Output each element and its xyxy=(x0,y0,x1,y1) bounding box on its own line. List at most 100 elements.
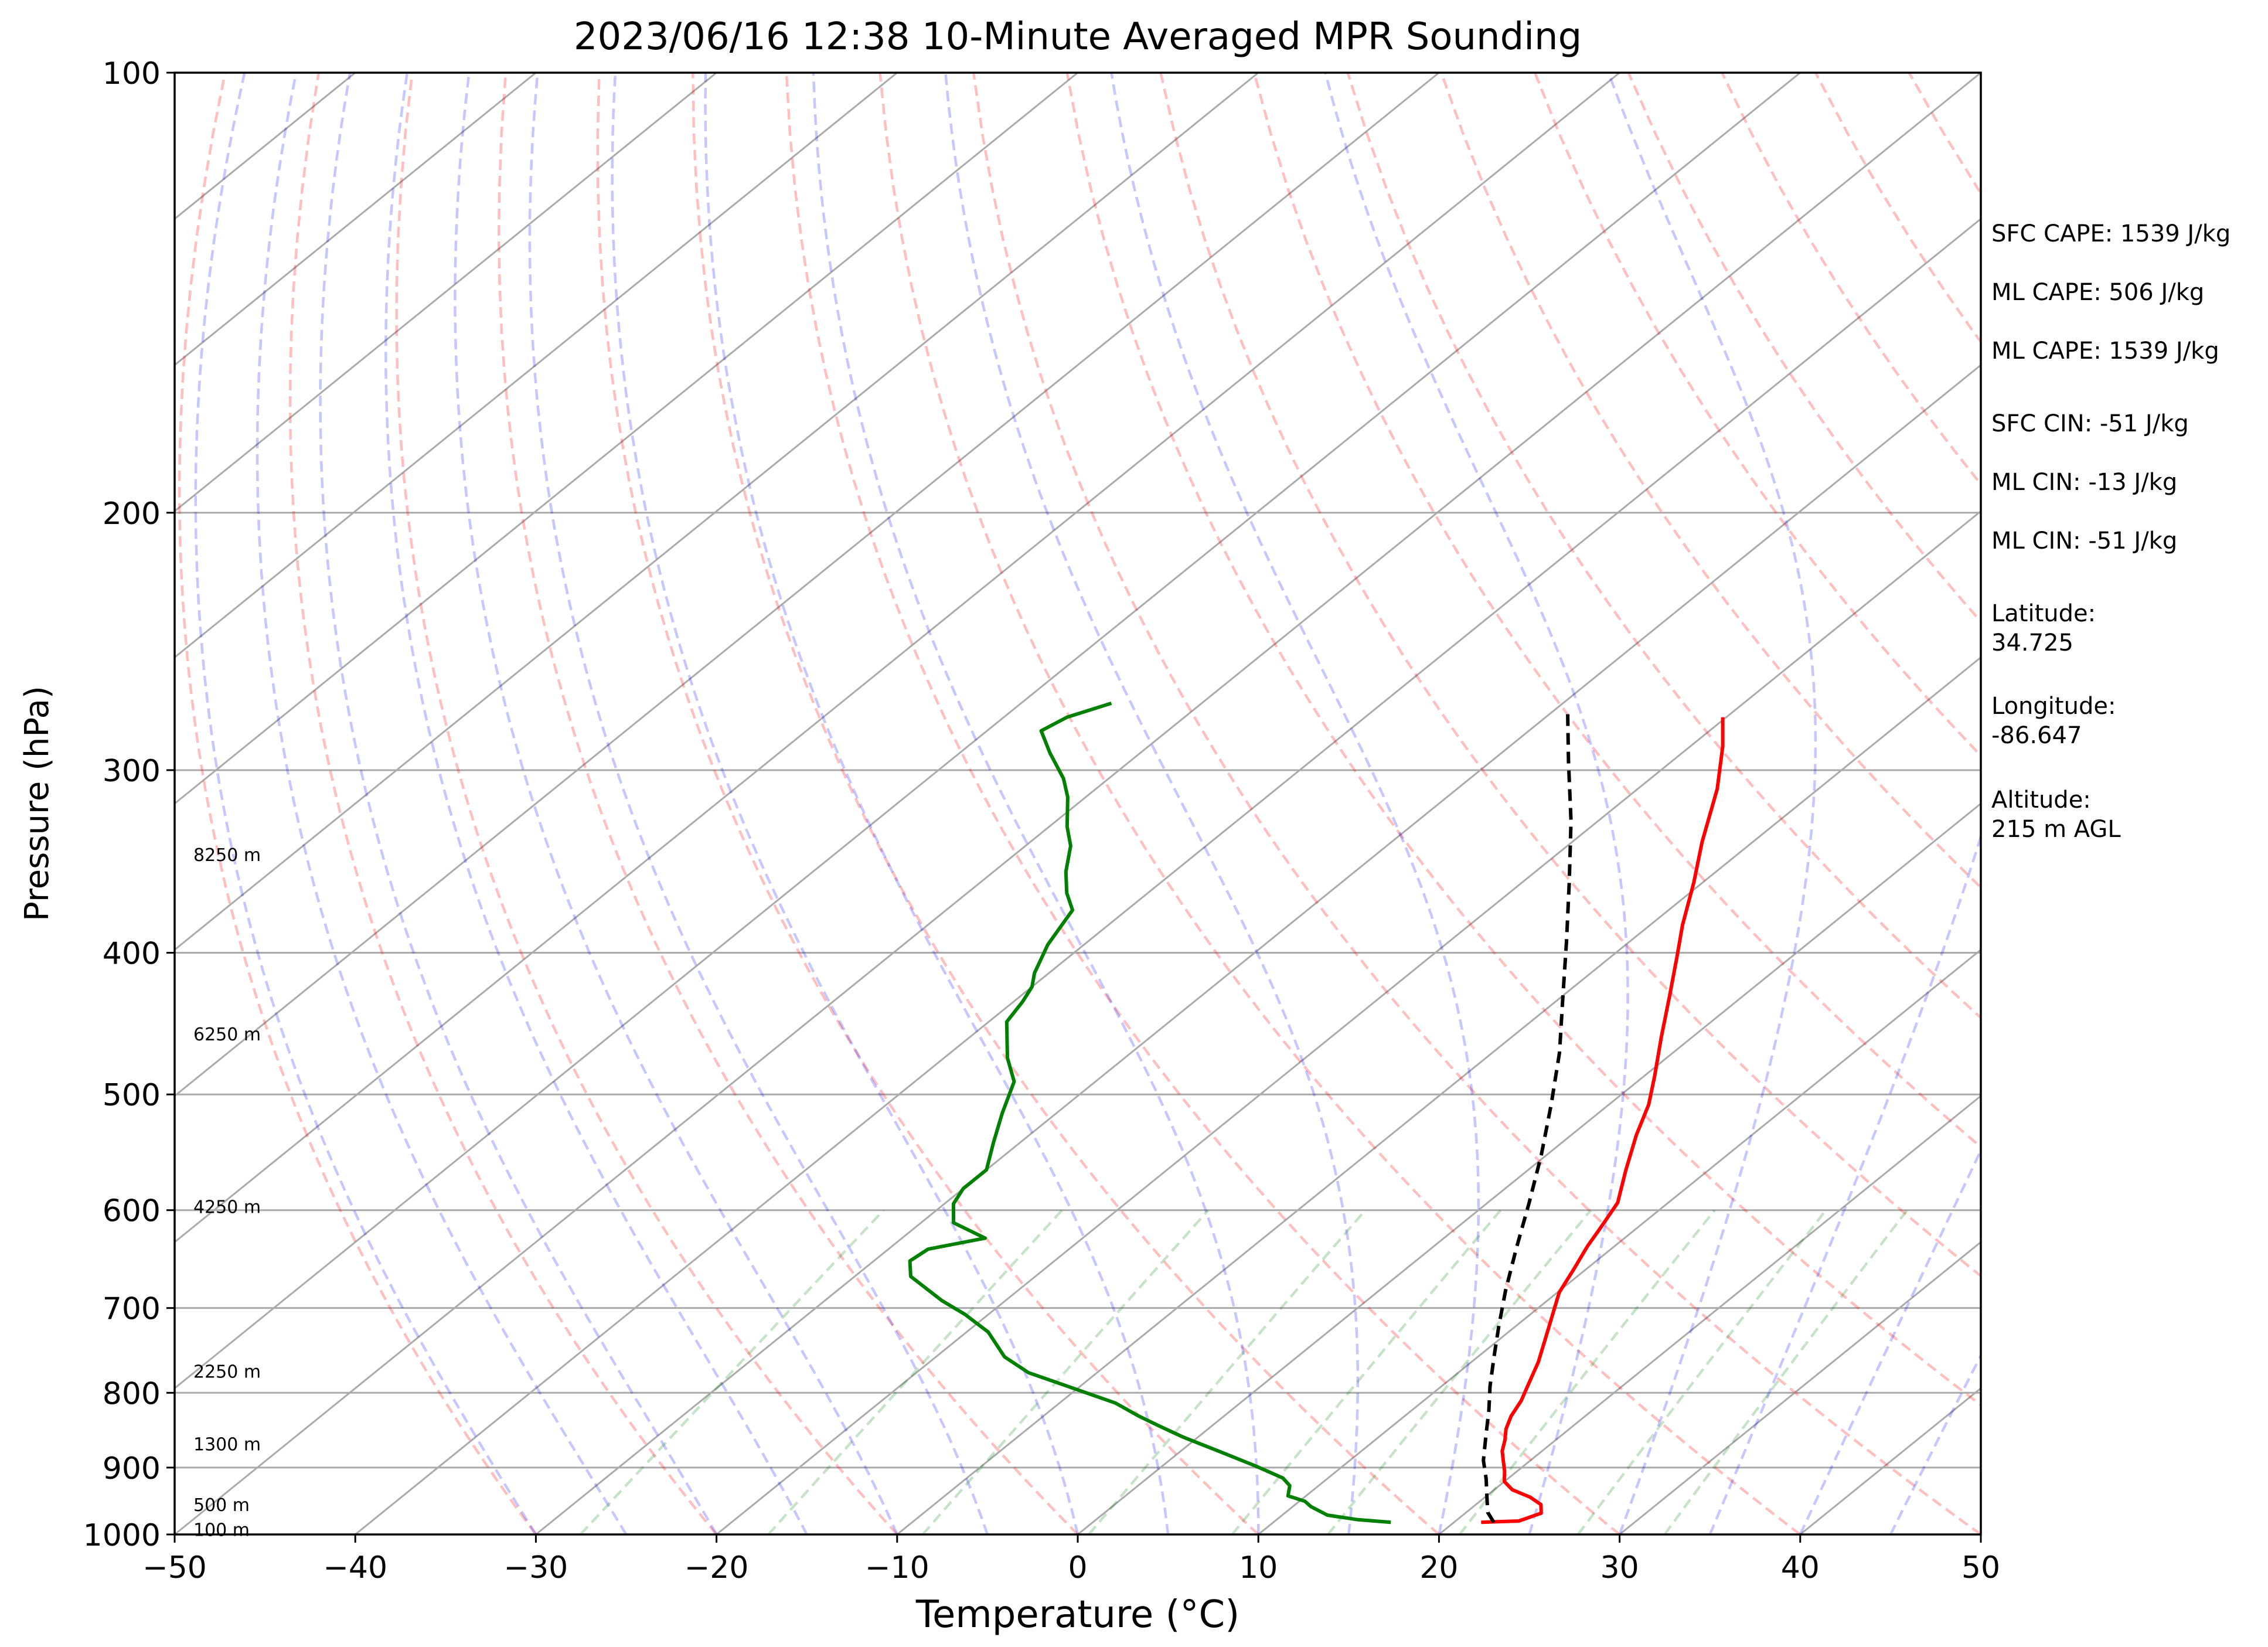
mixing-ratio-line xyxy=(579,1209,885,1534)
isotherm-line xyxy=(175,73,1620,1244)
x-tick-label: −30 xyxy=(504,1550,568,1585)
annotation-text: -86.647 xyxy=(1991,722,2082,749)
dry-adiabat-line xyxy=(1065,73,1981,1407)
isotherm-line xyxy=(175,73,717,513)
moist-adiabat-line xyxy=(454,73,898,1534)
x-tick-label: 50 xyxy=(1961,1550,2000,1585)
height-label: 8250 m xyxy=(193,845,261,866)
moist-adiabat-line xyxy=(944,73,1360,1534)
dry-adiabat-line xyxy=(785,73,1621,1534)
annotation-text: ML CAPE: 1539 J/kg xyxy=(1991,338,2219,365)
y-tick-label: 200 xyxy=(103,496,161,532)
isotherm-line xyxy=(1619,1241,1981,1534)
isotherm-line xyxy=(175,73,1259,951)
dry-adiabat-line xyxy=(1440,73,1981,890)
gridlines xyxy=(175,73,1981,1534)
moist-adiabat-line xyxy=(812,73,1260,1534)
chart-title: 2023/06/16 12:38 10-Minute Averaged MPR … xyxy=(574,15,1582,59)
y-axis-label: Pressure (hPa) xyxy=(18,686,56,921)
x-tick-label: 40 xyxy=(1781,1550,1820,1585)
isotherm-line xyxy=(175,73,1440,1097)
y-tick-label: 800 xyxy=(103,1376,161,1411)
moist-adiabat-line xyxy=(1607,73,1817,1534)
y-tick-label: 600 xyxy=(103,1194,161,1229)
annotation-text: ML CIN: -13 J/kg xyxy=(1991,469,2177,496)
isotherm-line xyxy=(535,363,1981,1534)
sounding-traces xyxy=(908,701,1725,1525)
height-label: 6250 m xyxy=(193,1025,261,1045)
annotation-text: ML CAPE: 506 J/kg xyxy=(1991,279,2204,306)
isotherm-line xyxy=(355,217,1981,1534)
moist-adiabat-line xyxy=(256,73,628,1534)
moist-adiabat-line xyxy=(1889,1352,1981,1534)
x-tick-label: −10 xyxy=(865,1550,929,1585)
mixing-ratio-line xyxy=(767,1209,1063,1534)
isotherm-line xyxy=(175,73,898,659)
dry-adiabat-line xyxy=(878,73,1802,1534)
x-tick-label: 30 xyxy=(1600,1550,1639,1585)
mixing-ratio-line xyxy=(1088,1209,1367,1534)
moist-adiabat-line xyxy=(1708,73,1981,1534)
sounding-annotations: SFC CAPE: 1539 J/kg ML CAPE: 506 J/kg ML C… xyxy=(1991,220,2230,843)
height-label: 4250 m xyxy=(193,1197,261,1217)
x-axis-label: Temperature (°C) xyxy=(915,1593,1239,1636)
x-tick-label: 10 xyxy=(1239,1550,1278,1585)
isotherm-line xyxy=(1438,1094,1981,1534)
dry-adiabat-line xyxy=(1533,73,1981,758)
y-axis-ticks: 100 200 300 400 500 600 700 800 900 1000 xyxy=(83,56,175,1553)
series-line xyxy=(1481,717,1725,1525)
isotherm-line xyxy=(716,510,1981,1534)
height-label: 100 m xyxy=(193,1520,250,1540)
moist-adiabat-line xyxy=(1324,73,1629,1534)
height-label: 2250 m xyxy=(193,1362,261,1383)
mixing-ratio-line xyxy=(1458,1209,1716,1534)
height-label: 1300 m xyxy=(193,1435,261,1455)
isotherm-line xyxy=(1077,802,1981,1534)
y-tick-label: 1000 xyxy=(83,1518,161,1553)
x-tick-label: −50 xyxy=(142,1550,207,1585)
annotation-text: Longitude: xyxy=(1991,693,2116,720)
dry-adiabat-line xyxy=(1159,73,1981,1278)
dry-adiabat-line xyxy=(692,73,1440,1534)
y-tick-label: 500 xyxy=(103,1078,161,1113)
mixing-ratio-line xyxy=(1231,1209,1502,1534)
dry-adiabat-line xyxy=(1346,73,1981,1020)
annotation-text: Latitude: xyxy=(1991,600,2096,627)
y-tick-label: 700 xyxy=(103,1292,161,1327)
x-tick-label: −20 xyxy=(685,1550,749,1585)
x-tick-label: −40 xyxy=(323,1550,387,1585)
mixing-ratio-line xyxy=(1576,1209,1827,1534)
annotation-text: SFC CIN: -51 J/kg xyxy=(1991,410,2189,437)
dry-adiabat-line xyxy=(596,73,1259,1534)
y-tick-label: 300 xyxy=(103,754,161,789)
isotherm-line xyxy=(175,73,1078,805)
series-line xyxy=(908,701,1391,1525)
y-tick-label: 900 xyxy=(103,1451,161,1486)
annotation-text: 34.725 xyxy=(1991,629,2073,656)
moist-adiabat-line xyxy=(704,73,1170,1534)
annotation-text: 215 m AGL xyxy=(1991,816,2121,843)
dry-adiabat-line xyxy=(497,73,1079,1534)
moist-adiabat-line xyxy=(1110,73,1480,1534)
annotation-text: ML CIN: -51 J/kg xyxy=(1991,528,2177,554)
x-tick-label: 20 xyxy=(1419,1550,1458,1585)
height-labels: 8250 m 6250 m 4250 m 2250 m 1300 m 500 m 100 m xyxy=(193,845,261,1540)
moist-adiabat-line xyxy=(1799,1147,1981,1534)
isotherm-line xyxy=(175,73,537,366)
moist-adiabat-line xyxy=(611,73,1079,1534)
x-tick-label: 0 xyxy=(1068,1550,1087,1585)
annotation-text: SFC CAPE: 1539 J/kg xyxy=(1991,220,2230,247)
dry-adiabat-line xyxy=(395,73,898,1534)
moist-adiabat-line xyxy=(528,73,989,1534)
moist-adiabat-line xyxy=(384,73,808,1534)
y-tick-label: 400 xyxy=(103,937,161,972)
mixing-ratio-line xyxy=(921,1209,1210,1534)
isotherm-line xyxy=(896,656,1981,1534)
mixing-ratio-line xyxy=(1663,1209,1908,1534)
series-line xyxy=(1482,712,1573,1523)
x-axis-ticks: −50 −40 −30 −20 −10 0 10 20 30 40 50 xyxy=(142,1534,2000,1585)
annotation-text: Altitude: xyxy=(1991,787,2091,814)
dry-adiabat-line xyxy=(972,73,1981,1534)
height-label: 500 m xyxy=(193,1495,250,1516)
moist-adiabat-line xyxy=(319,73,718,1534)
